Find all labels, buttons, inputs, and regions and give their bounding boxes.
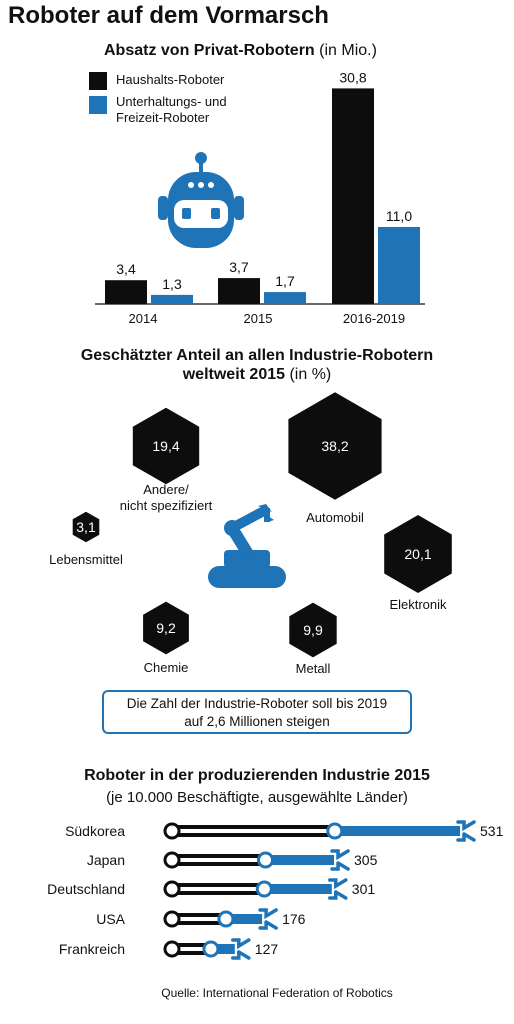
privat-bar-chart: 3,4 1,3 2014 3,7 1,7 2015 30,8 11,0 2016-2019 <box>95 69 425 326</box>
arm-segment-blue-1 <box>265 855 335 865</box>
bar-value-label: 3,4 <box>116 261 136 277</box>
privat-chart-title-text: Absatz von Privat-Robotern <box>104 42 315 59</box>
industrie-share-title: Geschätzter Anteil an allen Industrie-Ro… <box>0 346 514 384</box>
hexagon-label-line: Lebensmittel <box>49 552 123 567</box>
arm-segment-stripe-2 <box>176 887 261 891</box>
arm-segment-blue-0 <box>334 826 460 836</box>
hexagon-label-line: nicht spezifiziert <box>120 498 213 513</box>
hexagon-0 <box>132 407 200 485</box>
hexagon-label-line: Metall <box>296 661 331 676</box>
hexagon-label: Automobil <box>306 510 364 525</box>
hexagon-value: 9,9 <box>303 622 323 638</box>
industrie-share-title-line2: weltweit 2015 <box>182 366 286 383</box>
arm-base-joint-4 <box>163 940 181 958</box>
industrie-share-title-line2-wrap: weltweit 2015 (in %) <box>0 365 514 384</box>
hexagon-label: Metall <box>296 661 331 676</box>
gripper-icon <box>231 938 251 960</box>
page-title: Roboter auf dem Vormarsch <box>8 2 329 29</box>
hexagon-label-line: Chemie <box>144 660 189 675</box>
arm-base-joint-0 <box>163 822 181 840</box>
bar-2014-unterhaltung <box>151 294 193 304</box>
bar-value-label: 30,8 <box>339 69 366 85</box>
hexagon-value: 38,2 <box>321 438 348 454</box>
density-bar-chart: Südkorea 531 Japan 305 Deutschland 301 USA 176 F… <box>47 820 504 960</box>
hexagon-5 <box>289 602 337 658</box>
arm-segment-stripe-3 <box>176 917 222 921</box>
bar-2014-haushalt <box>105 280 147 304</box>
industrial-robot-arm-icon <box>208 504 286 588</box>
hexagon-label: Chemie <box>144 660 189 675</box>
arm-elbow-joint-1 <box>257 851 275 869</box>
arm-base-joint-2 <box>163 880 181 898</box>
arm-elbow-joint-4 <box>202 940 220 958</box>
gripper-icon <box>328 878 348 900</box>
arm-segment-stripe-1 <box>176 858 262 862</box>
country-label: USA <box>96 911 125 927</box>
hexagon-label-line: Andere/ <box>143 482 189 497</box>
bar-value-label: 3,7 <box>229 259 249 275</box>
arm-segment-stripe-0 <box>176 829 331 833</box>
category-label: 2015 <box>244 311 273 326</box>
hexagon-label-line: Automobil <box>306 510 364 525</box>
industrie-note-text: Die Zahl der Industrie-Roboter soll bis … <box>126 696 388 729</box>
density-value: 301 <box>352 881 376 897</box>
country-label: Südkorea <box>65 823 125 839</box>
arm-segment-stripe-4 <box>176 947 207 951</box>
bar-value-label: 1,7 <box>275 273 295 289</box>
arm-segment-blue-2 <box>264 884 332 894</box>
bar-2016-2019-unterhaltung <box>378 227 420 304</box>
legend-swatch-unterhaltung <box>89 96 107 114</box>
privat-chart-title: Absatz von Privat-Robotern (in Mio.) <box>104 42 377 60</box>
hexagon-value: 9,2 <box>156 620 176 636</box>
bar-value-label: 1,3 <box>162 276 182 292</box>
density-chart-subtitle: (je 10.000 Beschäftigte, ausgewählte Län… <box>106 789 408 806</box>
bar-2015-haushalt <box>218 278 260 304</box>
density-value: 176 <box>282 911 306 927</box>
legend-label-unterhaltung: Unterhaltungs- und Freizeit-Roboter <box>116 94 227 125</box>
industrie-share-hexagons: 19,4 Andere/nicht spezifiziert 38,2 Automob… <box>49 392 452 676</box>
density-value: 305 <box>354 852 378 868</box>
arm-segment-blue-4 <box>210 944 235 954</box>
industrie-share-unit: (in %) <box>289 366 332 383</box>
hexagon-label: Andere/nicht spezifiziert <box>120 482 213 513</box>
gripper-icon <box>258 908 278 930</box>
arm-base-joint-3 <box>163 910 181 928</box>
hexagon-4 <box>143 601 189 655</box>
arm-base-joint-1 <box>163 851 181 869</box>
robot-head-icon <box>158 152 244 248</box>
gripper-icon <box>456 820 476 842</box>
legend-label-haushalt: Haushalts-Roboter <box>116 72 225 87</box>
bar-2016-2019-haushalt <box>332 88 374 305</box>
arm-elbow-joint-2 <box>255 880 273 898</box>
arm-elbow-joint-3 <box>217 910 235 928</box>
industrie-note-box: Die Zahl der Industrie-Roboter soll bis … <box>102 690 412 734</box>
hexagon-label: Elektronik <box>389 597 447 612</box>
country-label: Frankreich <box>59 941 125 957</box>
category-label: 2016-2019 <box>343 311 405 326</box>
density-chart-title: Roboter in der produzierenden Industrie … <box>84 767 430 784</box>
arm-segment-blue-3 <box>225 914 263 924</box>
gripper-icon <box>330 849 350 871</box>
country-label: Japan <box>87 852 125 868</box>
hexagon-label-line: Elektronik <box>389 597 447 612</box>
category-label: 2014 <box>129 311 158 326</box>
bar-value-label: 11,0 <box>386 208 412 224</box>
hexagon-1 <box>288 392 382 500</box>
hexagon-value: 3,1 <box>76 519 96 535</box>
bar-2015-unterhaltung <box>264 292 306 304</box>
hexagon-3 <box>384 515 452 593</box>
source-note: Quelle: International Federation of Robo… <box>161 986 393 1000</box>
hexagon-2 <box>72 511 100 543</box>
density-value: 127 <box>255 941 279 957</box>
hexagon-value: 19,4 <box>152 438 179 454</box>
hexagon-label: Lebensmittel <box>49 552 123 567</box>
arm-elbow-joint-0 <box>326 822 344 840</box>
country-label: Deutschland <box>47 881 125 897</box>
hexagon-value: 20,1 <box>404 546 431 562</box>
industrie-share-title-line1: Geschätzter Anteil an allen Industrie-Ro… <box>80 347 434 364</box>
privat-chart-unit: (in Mio.) <box>319 42 377 59</box>
legend-swatch-haushalt <box>89 72 107 90</box>
density-value: 531 <box>480 823 504 839</box>
